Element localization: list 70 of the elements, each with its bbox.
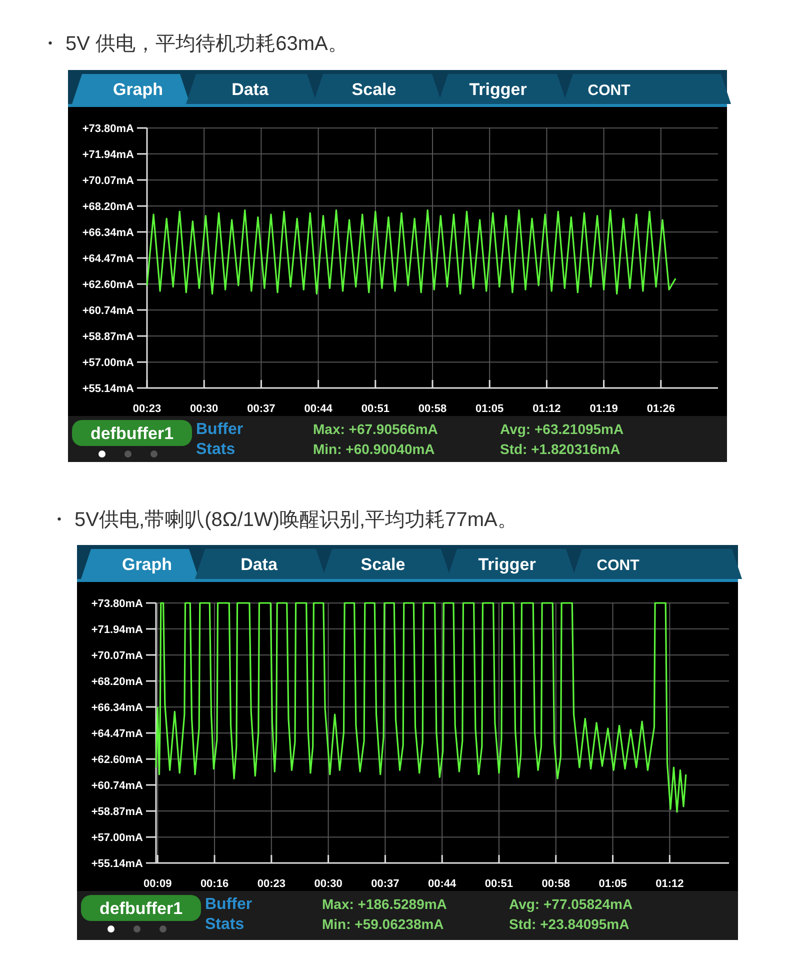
y-tick-label: +68.20mA [91, 676, 144, 688]
text: Max: +186.5289mA [322, 896, 447, 912]
x-tick-label: 00:58 [542, 878, 570, 890]
x-tick-label: 00:30 [190, 403, 218, 415]
y-tick-label: +60.74mA [82, 304, 134, 317]
x-tick-label: 01:19 [590, 403, 618, 415]
x-tick-label: 00:30 [314, 878, 342, 890]
y-tick-label: +58.87mA [91, 806, 144, 818]
x-tick-label: 00:37 [371, 878, 400, 890]
x-tick-label: 00:23 [132, 403, 162, 415]
y-tick-label: +55.14mA [82, 383, 134, 395]
text: Max: +67.90566mA [313, 421, 438, 437]
y-tick-label: +66.34mA [82, 226, 134, 239]
text: CONT [596, 557, 640, 574]
y-tick-label: +62.60mA [82, 279, 134, 292]
text: defbuffer1 [90, 424, 174, 443]
line-series [155, 602, 687, 813]
y-tick-label: +66.34mA [91, 702, 144, 714]
y-tick-label: +73.80mA [82, 123, 134, 135]
y-tick-label: +57.00mA [91, 832, 144, 844]
text: Buffer [205, 896, 252, 913]
x-tick-label: 01:05 [598, 878, 627, 890]
x-tick-label: 00:09 [144, 878, 172, 890]
y-tick-label: +55.14mA [91, 858, 144, 870]
y-tick-label: +73.80mA [91, 598, 144, 610]
y-tick-label: +57.00mA [82, 357, 134, 370]
text: Buffer [196, 421, 244, 438]
text: Scale [360, 555, 406, 574]
text: Graph [122, 555, 172, 574]
y-tick-label: +70.07mA [91, 650, 144, 662]
x-tick-label: 00:44 [428, 878, 458, 890]
x-tick-label: 01:12 [656, 878, 684, 890]
text: Scale [352, 80, 396, 99]
text: Graph [112, 80, 164, 99]
y-tick-label: +64.47mA [91, 728, 144, 740]
y-tick-label: +71.94mA [82, 148, 134, 161]
chart-title: ・ 5V供电,带喇叭(8Ω/1W)唤醒识别,平均功耗77mA。 [49, 509, 518, 531]
text: Data [232, 80, 269, 99]
x-tick-label: 00:23 [257, 878, 286, 890]
y-tick-label: +71.94mA [91, 624, 144, 636]
x-tick-label: 00:51 [484, 878, 514, 890]
x-tick-label: 00:16 [200, 878, 229, 890]
text: Stats [196, 441, 236, 458]
text: CONT [588, 82, 630, 99]
x-tick-label: 01:26 [646, 403, 675, 415]
x-tick-label: 01:12 [532, 403, 561, 415]
x-tick-label: 00:51 [361, 403, 390, 415]
text: Trigger [469, 80, 528, 99]
y-tick-label: +64.47mA [82, 253, 134, 265]
text: Trigger [478, 555, 536, 574]
x-tick-label: 00:37 [247, 403, 276, 415]
text: Std: +1.820316mA [500, 441, 620, 457]
y-tick-label: +62.60mA [91, 754, 144, 766]
y-tick-label: +68.20mA [82, 201, 134, 214]
text: Stats [205, 916, 244, 933]
text: defbuffer1 [99, 899, 183, 918]
x-tick-label: 01:05 [476, 403, 504, 415]
text: Min: +60.90040mA [313, 441, 435, 457]
chart-title: ・ 5V 供电，平均待机功耗63mA。 [40, 33, 348, 55]
x-tick-label: 00:44 [304, 403, 334, 415]
text: Avg: +77.05824mA [509, 896, 633, 912]
text: Min: +59.06238mA [322, 916, 444, 932]
y-tick-label: +60.74mA [91, 780, 144, 792]
text: Avg: +63.21095mA [500, 421, 624, 437]
text: Std: +23.84095mA [509, 916, 630, 932]
line-series [146, 209, 676, 295]
y-tick-label: +70.07mA [82, 174, 134, 187]
y-tick-label: +58.87mA [82, 331, 134, 344]
text: Data [240, 555, 278, 574]
x-tick-label: 00:58 [418, 403, 447, 415]
